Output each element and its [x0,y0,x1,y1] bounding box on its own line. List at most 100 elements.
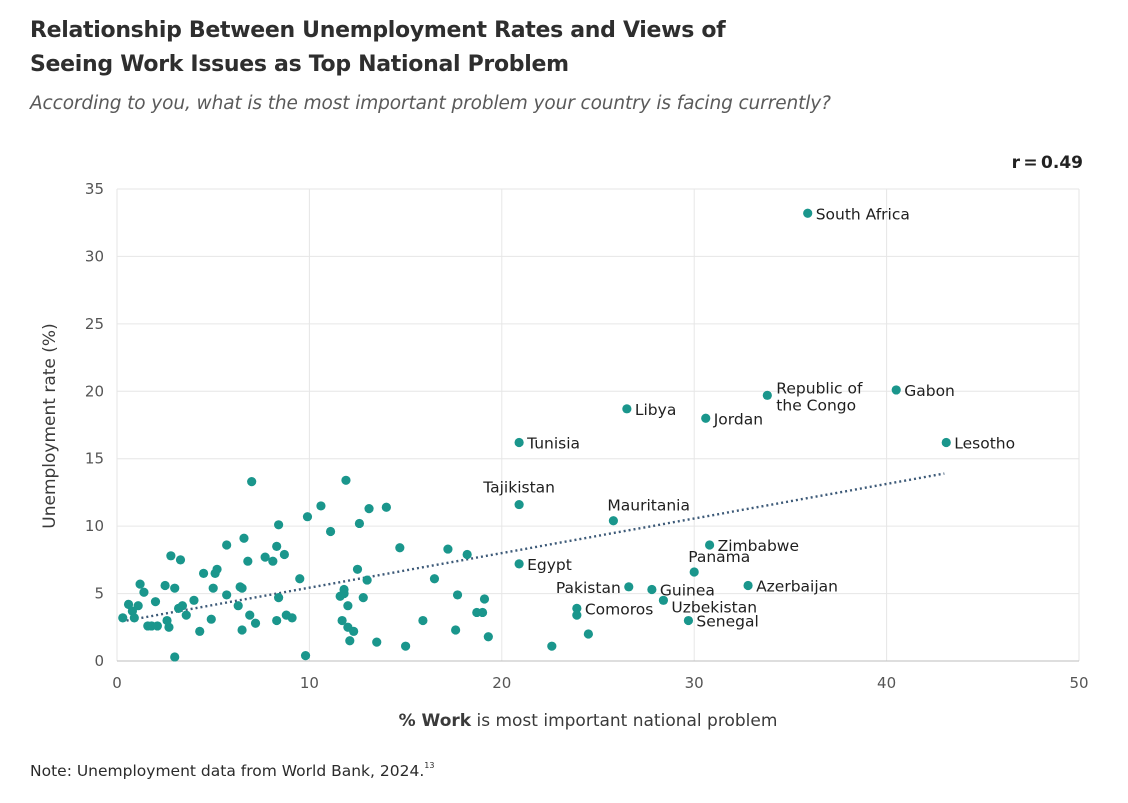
data-point [272,615,282,626]
data-points [118,208,951,662]
data-point [572,610,582,620]
data-point [339,588,349,599]
data-point [123,599,134,609]
data-point [222,590,232,600]
data-point [443,544,453,554]
data-point [381,502,391,512]
data-point [129,613,139,623]
footnote: Note: Unemployment data from World Bank,… [30,761,434,780]
x-tick-label: 20 [492,674,511,692]
data-point-labeled [891,385,901,395]
data-point [239,533,249,543]
data-point-labeled [514,437,524,448]
x-axis-label-rest: is most important national problem [471,711,777,731]
data-point [245,610,255,620]
y-axis-label: Unemployment rate (%) [40,323,60,528]
data-point [364,504,374,514]
point-label: South Africa [816,205,910,223]
data-point [362,575,372,585]
data-point [349,626,359,636]
data-point-labeled [647,584,657,595]
data-point [462,549,472,560]
footnote-ref: 13 [424,761,435,770]
x-tick-label: 30 [685,674,704,692]
data-point [477,607,488,618]
data-point [233,601,243,611]
data-point [208,583,218,593]
data-point [341,475,351,485]
point-label: Zimbabwe [718,537,799,555]
data-point-labeled [689,567,699,577]
footnote-text: Note: Unemployment data from World Bank,… [30,762,425,780]
x-tick-label: 50 [1069,674,1088,692]
data-point [343,601,353,611]
point-label: Tunisia [526,435,580,453]
data-point-labeled [762,390,772,400]
data-point-labeled [941,437,951,448]
axes: 0 10 20 30 40 50 0 5 10 15 20 25 30 35 [85,180,1089,692]
data-point-labeled [572,603,582,614]
data-point [274,593,284,603]
data-point [429,574,440,584]
data-point [170,583,180,593]
point-label: Azerbaijan [756,577,838,595]
data-point-labeled [743,580,753,591]
point-label: Pakistan [556,579,621,597]
point-label: Lesotho [954,435,1015,453]
data-point [451,625,461,635]
chart-subtitle: According to you, what is the most impor… [30,93,831,114]
data-point [354,518,365,529]
data-point [337,615,347,626]
data-point-labeled [704,540,715,550]
data-point [247,477,257,487]
point-label: Jordan [713,410,763,428]
point-label: Tajikistan [482,479,555,497]
data-point [452,590,463,600]
x-axis-label-bold: % Work [399,711,472,731]
y-tick-label: 30 [85,247,104,265]
y-tick-label: 5 [94,585,104,603]
point-label: Guinea [660,582,715,600]
point-label: Egypt [527,556,572,574]
data-point [418,615,428,626]
data-point [483,632,493,642]
data-point [279,549,289,560]
chart-title-line-2: Seeing Work Issues as Top National Probl… [30,52,569,77]
chart-title: Relationship Between Unemployment Rates … [30,14,930,82]
data-point-labeled [683,615,694,626]
data-point [316,501,326,511]
data-point [479,594,490,604]
data-point [358,593,368,603]
data-point [135,579,145,589]
data-point-labeled [608,516,618,526]
point-labels: South Africa Gabon Republic of the Congo Lib… [482,205,1015,630]
data-point [160,580,170,591]
point-label: Republic of the Congo [776,379,863,414]
data-point [189,595,199,605]
data-point [150,597,161,607]
data-point [268,556,278,566]
y-tick-label: 0 [94,652,104,670]
data-point [345,636,355,646]
data-point [372,637,382,647]
data-point [206,614,216,624]
data-point [164,622,174,632]
data-point [166,551,176,561]
data-point [352,564,363,574]
data-point [300,651,311,661]
data-point [175,555,186,565]
y-tick-label: 20 [85,382,104,400]
trendline [126,472,945,622]
x-tick-label: 10 [300,674,319,692]
data-point [250,618,261,628]
data-point-labeled [701,413,711,423]
y-tick-label: 35 [85,180,104,198]
point-label: Gabon [904,382,955,400]
point-label: Senegal [696,613,758,631]
data-point [181,610,191,620]
point-label: Comoros [585,600,653,618]
data-point-labeled [624,582,634,592]
trend-line [126,472,945,622]
data-point [222,540,232,550]
